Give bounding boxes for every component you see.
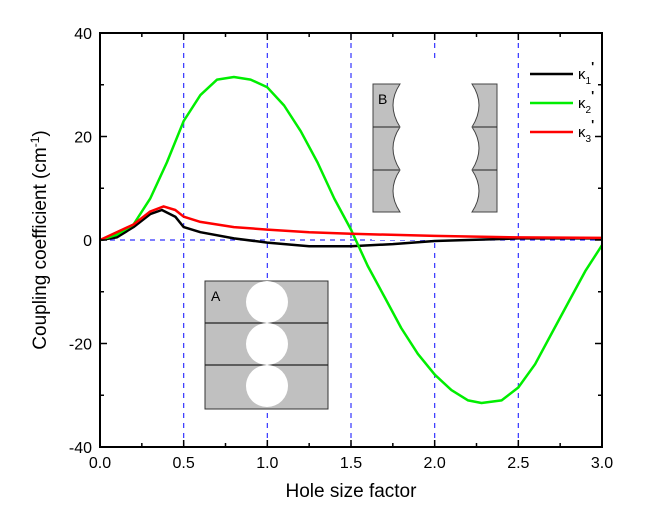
legend-label: κ3': [578, 117, 594, 145]
legend: κ1'κ2'κ3': [530, 59, 594, 145]
x-tick-label: 1.5: [340, 455, 362, 472]
y-axis-label: Coupling coefficient (cm-1): [28, 130, 51, 349]
y-tick-label: 0: [83, 233, 92, 250]
x-tick-label: 0.5: [173, 455, 195, 472]
series-line-kappa1: [99, 208, 602, 248]
y-tick-label: 40: [74, 26, 92, 43]
x-tick-label: 2.5: [507, 455, 529, 472]
x-tick-label: 1.0: [256, 455, 278, 472]
x-tick-label: 3.0: [591, 455, 613, 472]
series-line-kappa2: [99, 75, 604, 405]
y-tick-label: 20: [74, 130, 92, 147]
inset-b-label: B: [378, 91, 387, 107]
y-tick-label: -40: [69, 440, 92, 457]
legend-label: κ2': [578, 88, 594, 116]
y-tick-label: -20: [69, 337, 92, 354]
inset-a-label: A: [211, 288, 221, 304]
inset-a: A: [204, 280, 329, 410]
x-tick-label: 2.0: [424, 455, 446, 472]
x-tick-label: 0.0: [89, 455, 111, 472]
series-line-kappa3: [99, 205, 603, 242]
inset-b: B: [372, 60, 498, 240]
x-axis-label: Hole size factor: [286, 481, 418, 502]
grid-lines: [100, 33, 602, 447]
legend-label: κ1': [578, 59, 594, 87]
